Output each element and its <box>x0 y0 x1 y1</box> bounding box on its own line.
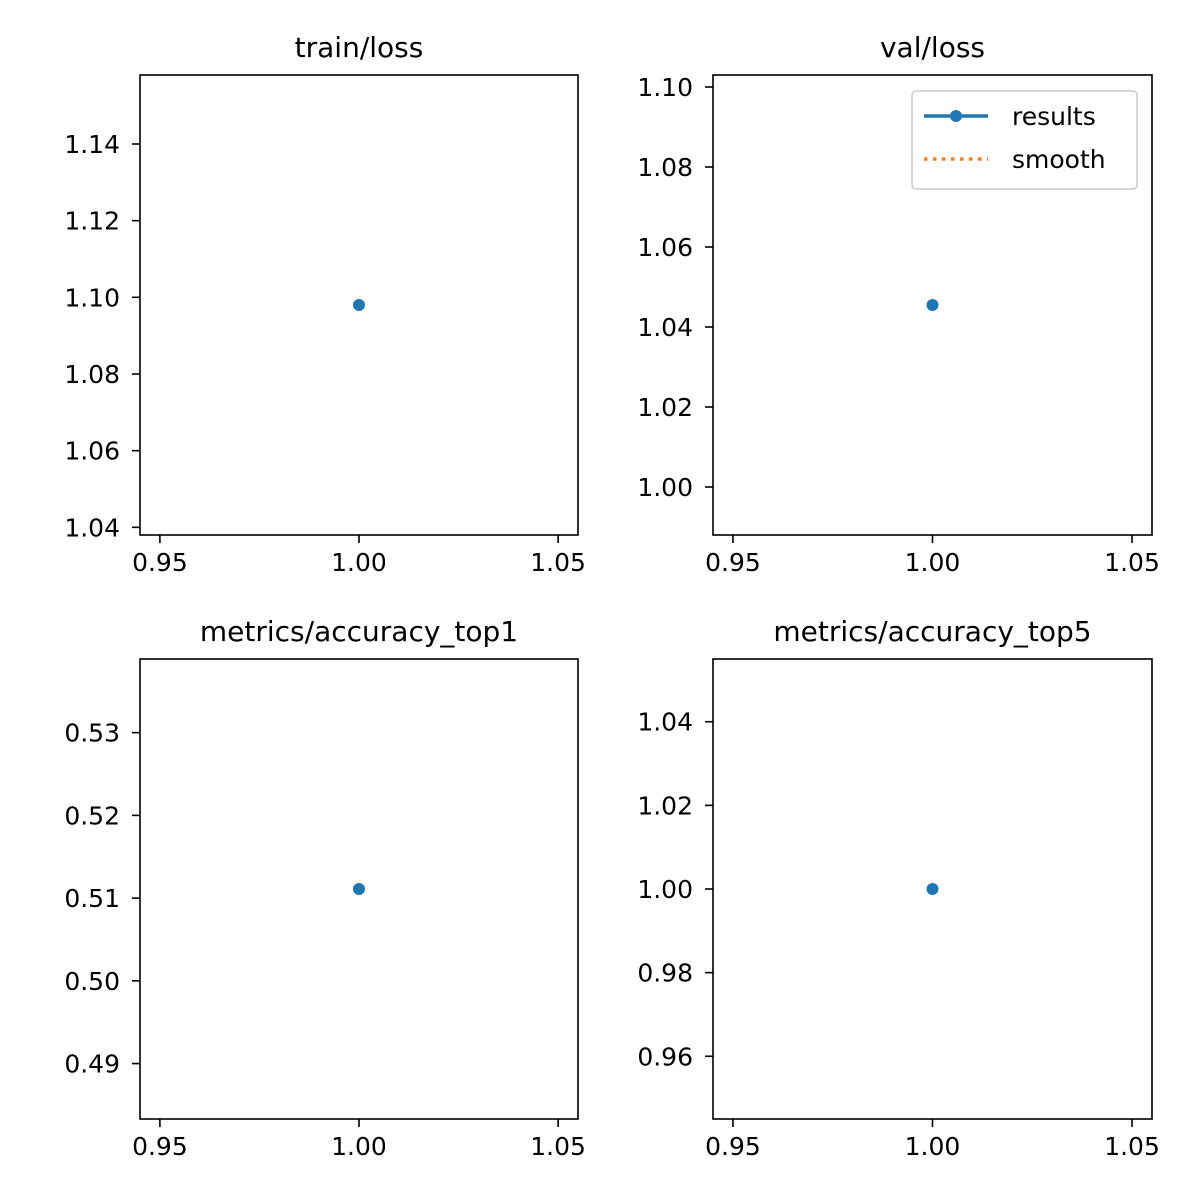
y-tick-label: 1.04 <box>64 513 120 542</box>
panel-title: metrics/accuracy_top5 <box>773 615 1091 648</box>
x-tick-label: 0.95 <box>705 1132 761 1161</box>
x-tick-label: 1.00 <box>331 1132 387 1161</box>
legend-label-smooth: smooth <box>1012 145 1106 174</box>
y-tick-label: 1.04 <box>637 313 693 342</box>
data-point-results <box>926 883 939 895</box>
y-tick-label: 0.51 <box>64 884 120 913</box>
x-tick-label: 0.95 <box>132 548 188 577</box>
y-tick-label: 1.02 <box>637 393 693 422</box>
x-tick-label: 1.00 <box>331 548 387 577</box>
x-tick-label: 0.95 <box>132 1132 188 1161</box>
panel-title: val/loss <box>880 31 985 64</box>
y-tick-label: 0.52 <box>64 801 120 830</box>
x-tick-label: 0.95 <box>705 548 761 577</box>
y-tick-label: 1.04 <box>637 708 693 737</box>
panel-accuracy-top1: metrics/accuracy_top1 0.95 1.00 1.05 0.49 0.5… <box>64 615 586 1161</box>
y-tick-label: 0.96 <box>637 1042 693 1071</box>
y-tick-label: 1.06 <box>64 437 120 466</box>
y-tick-label: 1.14 <box>64 130 120 159</box>
y-tick-label: 1.00 <box>637 875 693 904</box>
y-tick-label: 1.02 <box>637 791 693 820</box>
panel-accuracy-top5: metrics/accuracy_top5 0.95 1.00 1.05 0.96 0.9… <box>637 615 1160 1161</box>
x-tick-label: 1.00 <box>905 548 961 577</box>
y-tick-label: 1.10 <box>637 73 693 102</box>
legend-label-results: results <box>1012 102 1096 131</box>
x-tick-label: 1.05 <box>1104 548 1160 577</box>
y-tick-label: 1.08 <box>64 360 120 389</box>
y-tick-label: 0.50 <box>64 967 120 996</box>
y-tick-label: 0.53 <box>64 719 120 748</box>
x-tick-label: 1.05 <box>530 548 586 577</box>
data-point-results <box>353 883 365 895</box>
y-tick-label: 1.12 <box>64 207 120 236</box>
y-tick-label: 0.49 <box>64 1050 120 1079</box>
y-tick-label: 0.98 <box>637 959 693 988</box>
y-tick-label: 1.06 <box>637 233 693 262</box>
y-tick-label: 1.08 <box>637 153 693 182</box>
y-tick-label: 1.10 <box>64 283 120 312</box>
panel-title: train/loss <box>295 31 424 64</box>
panel-val-loss: val/loss 0.95 1.00 1.05 1.00 1.02 1.04 1.06 1.08… <box>637 31 1160 577</box>
data-point-results <box>353 299 365 311</box>
y-tick-label: 1.00 <box>637 473 693 502</box>
legend-results-marker <box>950 110 962 122</box>
data-point-results <box>926 299 939 311</box>
x-tick-label: 1.00 <box>905 1132 961 1161</box>
x-tick-label: 1.05 <box>530 1132 586 1161</box>
panel-title: metrics/accuracy_top1 <box>200 615 518 648</box>
x-tick-label: 1.05 <box>1104 1132 1160 1161</box>
panel-train-loss: train/loss 0.95 1.00 1.05 1.04 1.06 1.08 1.10 1.… <box>64 31 586 577</box>
